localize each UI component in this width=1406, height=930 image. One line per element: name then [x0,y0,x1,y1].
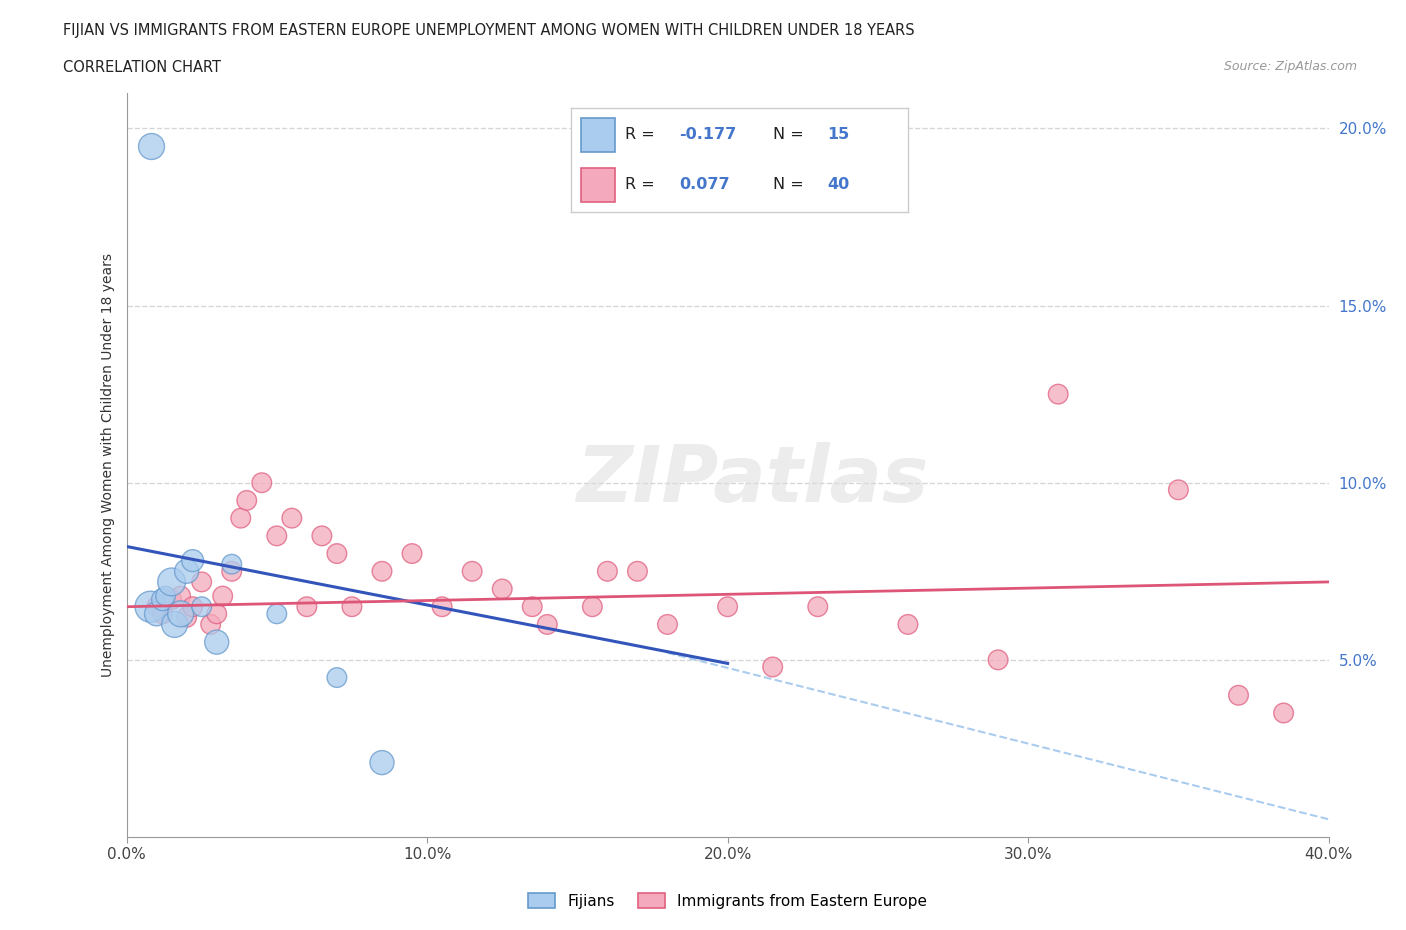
Point [190,599,212,614]
Point [326,546,349,561]
Point [163,617,186,631]
Point [190,575,212,590]
Point [1047,387,1070,402]
Point [626,564,648,578]
Point [176,610,198,625]
Point [139,599,162,614]
Point [221,564,243,578]
Text: Source: ZipAtlas.com: Source: ZipAtlas.com [1223,60,1357,73]
Text: FIJIAN VS IMMIGRANTS FROM EASTERN EUROPE UNEMPLOYMENT AMONG WOMEN WITH CHILDREN : FIJIAN VS IMMIGRANTS FROM EASTERN EUROPE… [63,23,915,38]
Point [160,575,183,590]
Point [266,606,288,621]
Point [657,617,679,631]
Point [181,553,204,568]
Point [581,599,603,614]
Point [461,564,484,578]
Point [987,653,1010,668]
Point [221,557,243,572]
Point [326,671,349,685]
Point [176,564,198,578]
Point [897,617,920,631]
Point [205,634,228,649]
Point [152,606,174,621]
Text: CORRELATION CHART: CORRELATION CHART [63,60,221,75]
Point [311,528,333,543]
Point [181,599,204,614]
Point [430,599,453,614]
Point [205,606,228,621]
Point [155,589,177,604]
Point [596,564,619,578]
Point [1227,688,1250,703]
Point [340,599,363,614]
Point [211,589,233,604]
Legend: Fijians, Immigrants from Eastern Europe: Fijians, Immigrants from Eastern Europe [522,886,934,915]
Point [522,599,544,614]
Point [229,511,252,525]
Point [266,528,288,543]
Point [1272,706,1295,721]
Point [401,546,423,561]
Point [281,511,304,525]
Point [145,599,167,614]
Point [371,564,394,578]
Text: ZIPatlas: ZIPatlas [575,442,928,518]
Point [169,589,191,604]
Point [295,599,318,614]
Point [235,493,259,508]
Point [762,659,785,674]
Point [716,599,740,614]
Point [807,599,830,614]
Y-axis label: Unemployment Among Women with Children Under 18 years: Unemployment Among Women with Children U… [101,253,115,677]
Point [169,606,191,621]
Point [371,755,394,770]
Point [536,617,558,631]
Point [160,592,183,607]
Point [1167,483,1189,498]
Point [139,139,162,153]
Point [491,581,513,596]
Point [145,606,167,621]
Point [152,592,174,607]
Point [250,475,273,490]
Point [200,617,222,631]
